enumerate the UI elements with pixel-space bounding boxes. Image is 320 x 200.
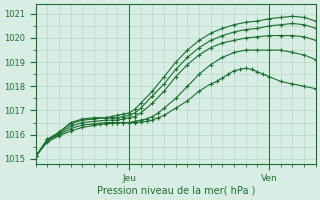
X-axis label: Pression niveau de la mer( hPa ): Pression niveau de la mer( hPa ): [97, 186, 255, 196]
